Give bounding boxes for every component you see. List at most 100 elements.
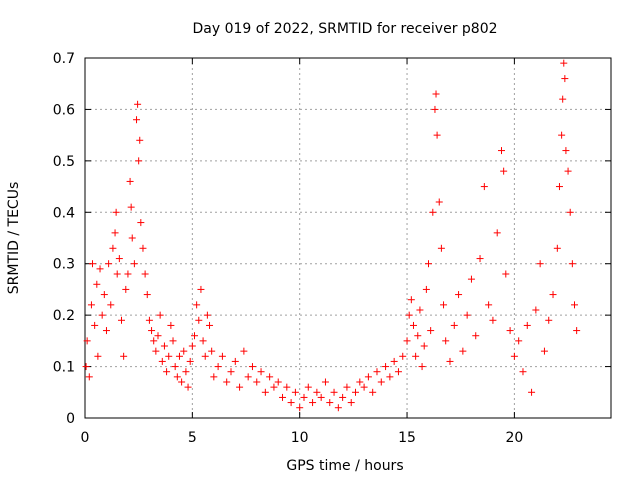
- data-point: [560, 59, 568, 67]
- data-point: [208, 347, 216, 355]
- data-point: [178, 378, 186, 386]
- x-axis-label: GPS time / hours: [286, 458, 403, 474]
- data-point: [455, 291, 463, 299]
- y-tick-label: 0.2: [53, 308, 75, 324]
- data-point: [459, 347, 467, 355]
- data-point: [137, 219, 145, 227]
- data-point: [422, 285, 430, 293]
- data-point: [420, 342, 428, 350]
- data-point: [83, 337, 91, 345]
- y-axis-label: SRMTID / TECUs: [6, 182, 22, 295]
- data-point: [528, 388, 536, 396]
- data-point: [270, 383, 278, 391]
- data-point: [498, 147, 506, 155]
- data-point: [158, 357, 166, 365]
- data-point: [386, 373, 394, 381]
- data-point: [549, 291, 557, 299]
- data-point: [343, 383, 351, 391]
- data-point: [446, 357, 454, 365]
- y-tick-label: 0.5: [53, 154, 75, 170]
- chart-title: Day 019 of 2022, SRMTID for receiver p80…: [192, 21, 497, 37]
- data-point: [227, 368, 235, 376]
- data-point: [201, 352, 209, 360]
- data-point: [141, 270, 149, 278]
- data-point: [373, 368, 381, 376]
- data-point: [139, 244, 147, 252]
- data-point: [197, 285, 205, 293]
- data-point: [154, 332, 162, 340]
- data-point: [394, 368, 402, 376]
- data-point: [156, 311, 164, 319]
- data-point: [98, 311, 106, 319]
- data-point: [573, 327, 581, 335]
- data-point: [510, 352, 518, 360]
- y-tick-label: 0.4: [53, 205, 75, 221]
- data-point: [165, 352, 173, 360]
- data-point: [352, 388, 360, 396]
- data-point: [115, 255, 123, 263]
- data-point: [120, 352, 128, 360]
- data-point: [100, 291, 108, 299]
- data-point: [186, 357, 194, 365]
- data-point: [231, 357, 239, 365]
- x-tick-label: 15: [398, 430, 416, 446]
- data-point: [89, 260, 97, 268]
- data-point: [248, 363, 256, 371]
- data-point: [559, 95, 567, 103]
- y-tick-label: 0.7: [53, 51, 75, 67]
- data-point: [107, 301, 115, 309]
- data-point: [96, 265, 104, 273]
- data-point: [555, 183, 563, 191]
- data-point: [418, 363, 426, 371]
- data-point: [532, 306, 540, 314]
- data-point: [113, 270, 121, 278]
- data-point: [564, 167, 572, 175]
- data-point: [190, 332, 198, 340]
- data-point: [87, 301, 95, 309]
- data-point: [407, 296, 415, 304]
- data-point: [463, 311, 471, 319]
- data-point: [450, 321, 458, 329]
- data-point: [143, 291, 151, 299]
- data-point: [102, 327, 110, 335]
- data-point: [412, 352, 420, 360]
- data-point: [339, 393, 347, 401]
- data-point: [274, 378, 282, 386]
- y-tick-label: 0.1: [53, 360, 75, 376]
- data-point: [326, 399, 334, 407]
- plot-frame: [84, 57, 612, 419]
- x-tick-label: 20: [505, 430, 523, 446]
- data-point: [472, 332, 480, 340]
- data-point: [291, 388, 299, 396]
- data-point: [425, 260, 433, 268]
- data-point: [313, 388, 321, 396]
- data-point: [489, 316, 497, 324]
- data-point: [500, 167, 508, 175]
- data-point: [309, 399, 317, 407]
- data-point: [283, 383, 291, 391]
- data-point: [493, 229, 501, 237]
- data-point: [476, 255, 484, 263]
- data-point: [193, 301, 201, 309]
- data-point: [105, 260, 113, 268]
- data-point: [124, 270, 132, 278]
- data-point: [440, 301, 448, 309]
- grid-lines: [85, 58, 611, 418]
- data-point: [85, 373, 93, 381]
- data-point: [136, 136, 144, 144]
- x-tick-label: 5: [188, 430, 197, 446]
- data-point: [364, 373, 372, 381]
- data-point: [91, 321, 99, 329]
- data-point: [523, 321, 531, 329]
- data-point: [126, 177, 134, 185]
- data-point: [128, 234, 136, 242]
- data-point: [127, 203, 135, 211]
- data-point: [214, 363, 222, 371]
- data-point: [223, 378, 231, 386]
- data-point: [150, 337, 158, 345]
- data-point: [130, 260, 138, 268]
- data-point: [356, 378, 364, 386]
- axis-ticks: 0 0.1 0.2 0.3 0.4 0.5 0.6 0.7 0 5 10 15 20: [53, 51, 611, 446]
- data-point: [536, 260, 544, 268]
